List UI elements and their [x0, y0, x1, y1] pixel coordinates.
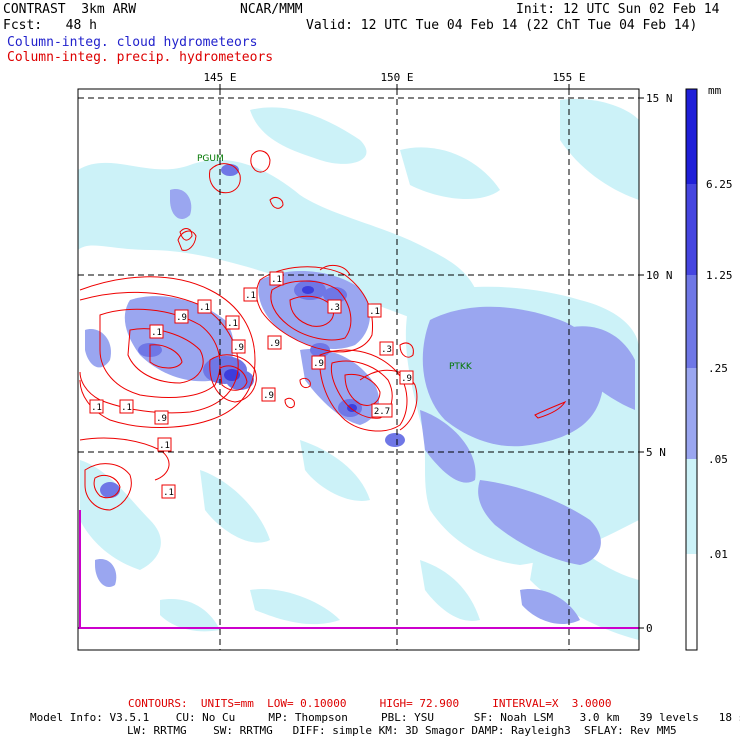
contour-label-box: [231, 339, 246, 354]
contour-label-box: [157, 437, 172, 452]
contour-label-box: [225, 315, 240, 330]
contour-label: .9: [176, 313, 187, 323]
lat-label-0: 0: [646, 622, 653, 635]
colorbar-level-0-25: .25: [708, 362, 728, 375]
colorbar-unit: mm: [708, 84, 722, 97]
model-info-line2: LW: RRTMG SW: RRTMG DIFF: simple KM: 3D …: [127, 724, 677, 737]
precip-contours: [79, 150, 567, 511]
contour-info: CONTOURS: UNITS=mm LOW= 0.10000 HIGH= 72…: [128, 697, 612, 710]
contour-label: .9: [263, 391, 274, 401]
contour-label: .9: [401, 374, 412, 384]
field-label-precip: Column-integ. precip. hydrometeors: [7, 50, 274, 65]
colorbar-band-4: [686, 184, 697, 275]
contour-label: .1: [271, 275, 282, 285]
lat-label-10n: 10 N: [646, 269, 673, 282]
contour-label: .9: [269, 339, 280, 349]
contour-label: .1: [245, 291, 256, 301]
contour-label: .1: [163, 488, 174, 498]
contour-label-box: [149, 324, 164, 339]
contour-label-box: [399, 370, 414, 385]
contour-label-box: [161, 484, 176, 499]
contour-label-box: [371, 403, 393, 418]
lon-label-150: 150 E: [380, 71, 413, 84]
lat-label-5n: 5 N: [646, 446, 666, 459]
contour-label-box: [197, 299, 212, 314]
contour-label-box: [243, 287, 258, 302]
contour-label-box: [267, 335, 282, 350]
lat-label-15n: 15 N: [646, 92, 673, 105]
contour-label: .1: [151, 328, 162, 338]
colorbar-level-6-25: 6.25: [706, 178, 733, 191]
lon-label-155: 155 E: [552, 71, 585, 84]
colorbar-band-2: [686, 368, 697, 459]
forecast-hour: Fcst: 48 h: [3, 18, 97, 33]
cloud-field-core: [224, 286, 357, 412]
contour-label: .1: [369, 307, 380, 317]
contour-label-box: [89, 399, 104, 414]
map-grid: [78, 89, 639, 650]
valid-time: Valid: 12 UTC Tue 04 Feb 14 (22 ChT Tue …: [306, 18, 698, 33]
field-label-cloud: Column-integ. cloud hydrometeors: [7, 35, 258, 50]
map-border: [77, 88, 640, 651]
center-name: NCAR/MMM: [240, 2, 303, 17]
contour-label-box: [269, 271, 284, 286]
contour-label: .1: [227, 319, 238, 329]
colorbar: mm 6.25 1.25 .25 .05 .01: [685, 84, 733, 651]
contour-label: .3: [381, 345, 392, 355]
contour-labels: .1 .1 .9 .1 .9 .1 .9 .1 .3 .9 .1 .1 .9 .1 .1 .9 .3 .9 2.7.…: [89, 271, 414, 499]
colorbar-band-3: [686, 275, 697, 368]
contour-label-box: [327, 299, 342, 314]
contour-label-box: [119, 399, 134, 414]
station-pgum: PGUM: [197, 154, 224, 164]
colorbar-level-1-25: 1.25: [706, 269, 733, 282]
colorbar-level-0-05: .05: [708, 453, 728, 466]
contour-label: .1: [91, 403, 102, 413]
contour-label: .1: [159, 441, 170, 451]
colorbar-band-5: [686, 89, 697, 184]
model-name: CONTRAST 3km ARW: [3, 2, 137, 17]
contour-label: .1: [199, 303, 210, 313]
station-ptkk: PTKK: [449, 362, 473, 372]
colorbar-level-0-01: .01: [708, 548, 728, 561]
contour-label: .9: [313, 359, 324, 369]
colorbar-band-1: [686, 459, 697, 554]
contour-label: 2.7: [374, 407, 390, 417]
axis-ticks: [219, 84, 644, 629]
colorbar-band-0: [686, 554, 697, 650]
lon-label-145: 145 E: [203, 71, 236, 84]
contour-label-box: [154, 410, 169, 425]
contour-label-box: [261, 387, 276, 402]
model-info-line1: Model Info: V3.5.1 CU: No Cu MP: Thompso…: [30, 711, 740, 724]
contour-label: .1: [121, 403, 132, 413]
map-area: [78, 89, 639, 650]
contour-label-box: [379, 341, 394, 356]
contour-label: .9: [233, 343, 244, 353]
contour-label-box: [311, 355, 326, 370]
init-time: Init: 12 UTC Sun 02 Feb 14: [516, 2, 720, 17]
contour-label-box: [367, 303, 382, 318]
contour-label-box: [174, 309, 189, 324]
contour-label: .9: [156, 414, 167, 424]
contour-label: .3: [329, 303, 340, 313]
